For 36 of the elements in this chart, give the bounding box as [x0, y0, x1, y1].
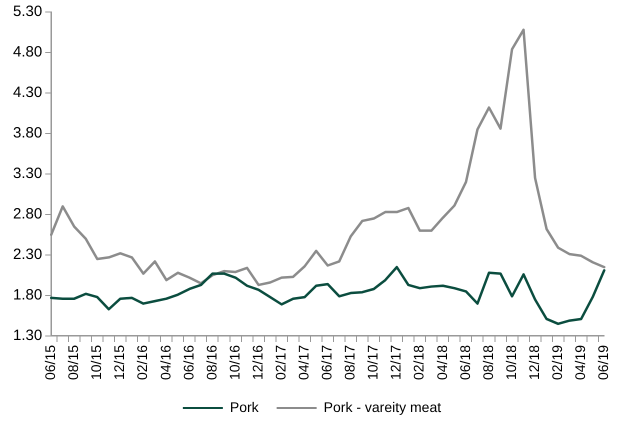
- x-tick-label: 08/17: [342, 344, 358, 380]
- x-tick-label: 10/15: [88, 344, 104, 380]
- x-tick-label: 02/17: [272, 344, 288, 380]
- x-tick-label: 08/16: [203, 344, 220, 380]
- x-tick-label: 12/16: [249, 344, 266, 380]
- x-tick-label: 12/18: [526, 344, 542, 380]
- y-tick-label: 4.30: [12, 84, 42, 102]
- x-tick-label: 10/18: [502, 344, 519, 380]
- x-tick-label: 02/18: [410, 344, 427, 380]
- y-tick-label: 2.30: [12, 246, 42, 264]
- x-tick-label: 04/18: [434, 344, 450, 380]
- x-tick-label: 12/15: [111, 344, 128, 380]
- x-tick-label: 08/18: [480, 344, 496, 380]
- y-tick-label: 1.80: [12, 286, 42, 304]
- y-tick-label: 5.30: [12, 3, 42, 20]
- x-tick-label: 10/16: [226, 344, 242, 380]
- x-tick-label: 02/16: [134, 344, 150, 380]
- x-tick-label: 08/15: [65, 344, 82, 380]
- y-tick-label: 1.30: [12, 327, 42, 344]
- x-tick-label: 04/17: [296, 344, 312, 380]
- y-tick-label: 3.80: [12, 124, 42, 142]
- y-tick-label: 3.30: [12, 165, 42, 182]
- x-tick-label: 06/18: [456, 344, 473, 380]
- legend-label: Pork - vareity meat: [324, 398, 442, 415]
- legend-label: Pork: [230, 398, 260, 415]
- x-tick-label: 02/19: [548, 344, 565, 380]
- x-tick-label: 04/19: [572, 344, 588, 380]
- x-tick-label: 12/17: [388, 344, 404, 380]
- x-tick-label: 04/16: [157, 344, 174, 380]
- x-tick-label: 10/17: [364, 344, 381, 380]
- x-tick-label: 06/15: [42, 344, 58, 380]
- x-tick-label: 06/17: [318, 344, 335, 380]
- y-tick-label: 2.80: [12, 206, 42, 223]
- x-tick-label: 06/19: [595, 344, 612, 380]
- y-tick-label: 4.80: [12, 44, 42, 61]
- x-tick-label: 06/16: [180, 344, 196, 380]
